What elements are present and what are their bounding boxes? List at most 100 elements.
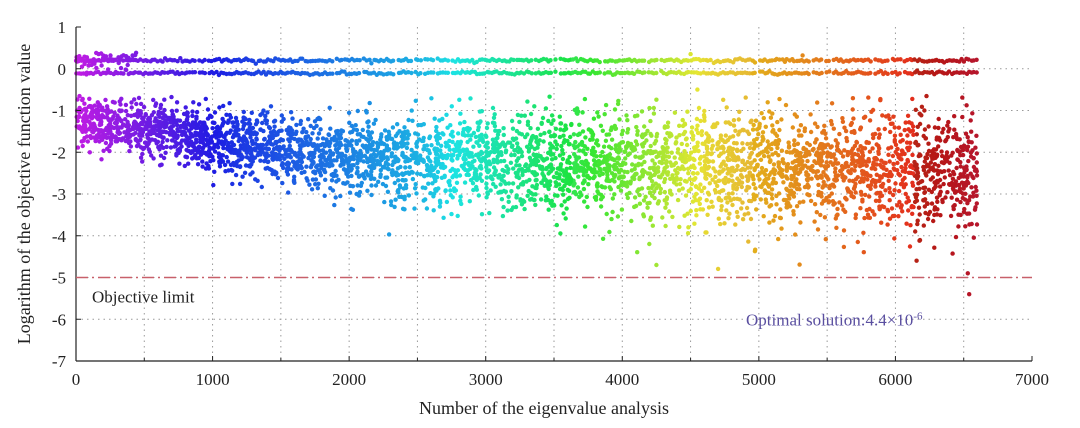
data-point xyxy=(952,114,957,119)
data-point xyxy=(194,137,199,142)
data-point xyxy=(657,151,662,156)
data-point xyxy=(470,181,476,186)
data-point xyxy=(393,133,399,139)
data-point xyxy=(812,202,818,207)
data-point xyxy=(336,177,341,182)
data-point xyxy=(948,213,954,219)
data-point xyxy=(725,166,731,172)
data-point xyxy=(812,219,817,224)
data-point xyxy=(609,216,614,222)
data-point xyxy=(538,154,543,159)
x-tick-label: 1000 xyxy=(196,370,230,389)
data-point xyxy=(651,111,657,116)
data-point xyxy=(887,190,893,195)
data-point xyxy=(777,57,782,62)
data-point xyxy=(911,204,916,210)
data-point xyxy=(519,202,525,207)
data-point xyxy=(520,198,526,203)
data-point xyxy=(641,198,647,203)
data-point xyxy=(162,70,167,75)
data-point xyxy=(532,197,537,203)
data-point xyxy=(346,110,352,116)
data-point xyxy=(969,185,974,190)
data-point xyxy=(147,124,152,129)
data-point xyxy=(131,132,136,137)
data-point xyxy=(349,129,355,135)
data-point xyxy=(933,184,938,190)
data-point xyxy=(916,205,922,210)
data-point xyxy=(449,104,454,109)
data-point xyxy=(682,213,687,218)
data-point xyxy=(506,167,511,172)
data-point xyxy=(968,150,974,155)
data-point xyxy=(654,70,659,76)
data-point xyxy=(812,140,818,145)
data-point xyxy=(448,193,453,198)
data-point xyxy=(843,128,849,134)
data-point xyxy=(917,70,922,76)
data-point xyxy=(97,102,103,108)
data-point xyxy=(656,169,661,174)
data-point xyxy=(330,71,335,76)
data-point xyxy=(580,110,585,115)
data-point xyxy=(868,59,873,64)
data-point xyxy=(317,170,323,175)
data-point xyxy=(727,211,732,216)
data-point xyxy=(604,132,609,137)
data-point xyxy=(539,180,544,185)
data-point xyxy=(801,199,806,204)
data-point xyxy=(326,132,331,137)
data-point xyxy=(535,126,541,131)
data-point xyxy=(198,133,204,139)
data-point xyxy=(721,97,726,103)
data-point xyxy=(512,148,517,153)
data-point xyxy=(574,157,579,162)
data-point xyxy=(316,181,321,186)
data-point xyxy=(126,129,131,134)
data-point xyxy=(320,136,326,141)
data-point xyxy=(885,222,890,227)
data-point xyxy=(631,71,637,77)
data-point xyxy=(365,129,371,134)
data-point xyxy=(871,162,876,167)
data-point xyxy=(968,118,973,123)
data-point xyxy=(379,132,384,137)
data-point xyxy=(300,130,305,135)
data-point xyxy=(390,125,396,130)
data-point xyxy=(756,132,761,137)
data-point xyxy=(683,193,689,198)
data-point xyxy=(774,202,779,207)
data-point xyxy=(402,125,407,130)
data-point xyxy=(850,146,856,151)
data-point xyxy=(792,138,797,143)
data-point xyxy=(74,124,79,129)
data-point xyxy=(817,161,822,166)
data-point xyxy=(825,154,830,159)
data-point xyxy=(758,157,764,162)
data-point xyxy=(311,142,317,147)
data-point xyxy=(174,151,179,157)
data-point xyxy=(890,121,895,126)
data-point xyxy=(184,137,190,142)
data-point xyxy=(154,124,159,129)
data-point xyxy=(806,71,811,77)
data-point xyxy=(474,140,479,145)
data-point xyxy=(421,173,427,179)
data-point xyxy=(344,170,349,175)
data-point xyxy=(627,190,632,196)
data-point xyxy=(892,125,897,130)
data-point xyxy=(553,57,558,62)
data-point xyxy=(429,96,434,101)
data-point xyxy=(323,177,328,182)
data-point xyxy=(203,150,209,156)
data-point xyxy=(383,175,388,180)
data-point xyxy=(581,166,586,172)
data-point xyxy=(751,138,757,143)
data-point xyxy=(505,208,510,213)
data-point xyxy=(766,143,772,148)
data-point xyxy=(695,171,700,176)
data-point xyxy=(838,168,843,174)
data-point xyxy=(195,162,201,167)
data-point xyxy=(963,131,969,136)
data-point xyxy=(136,95,142,101)
